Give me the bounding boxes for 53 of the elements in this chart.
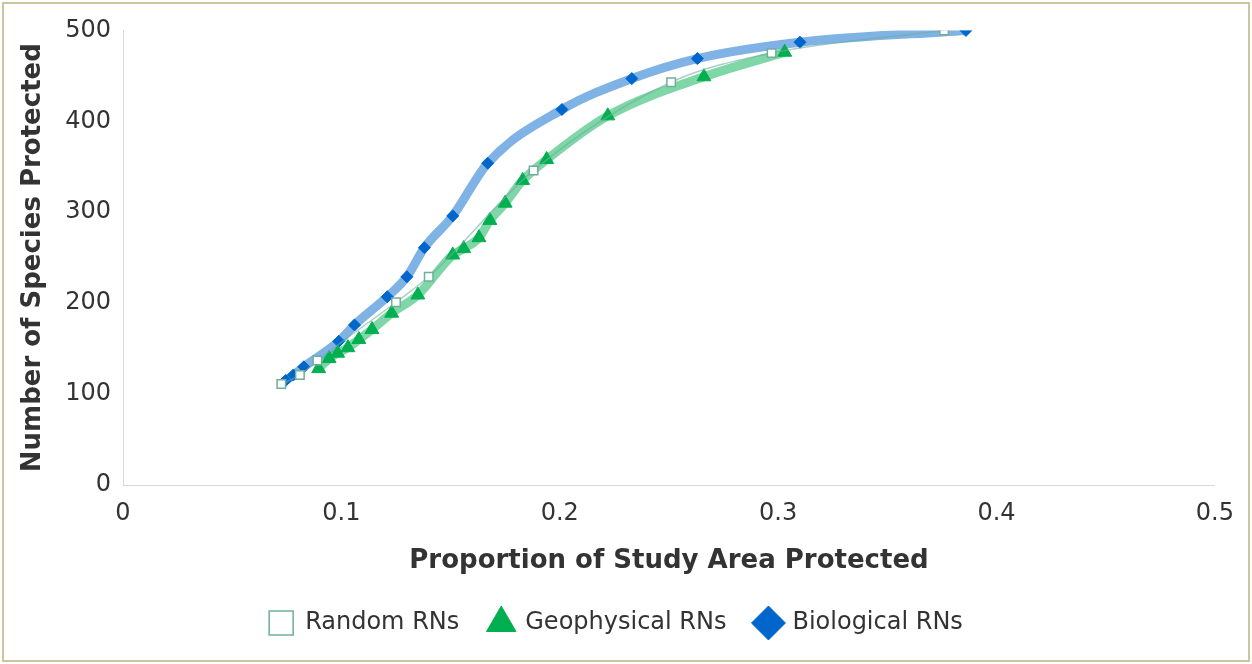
- point: [690, 52, 704, 66]
- point: [481, 156, 495, 170]
- x-tick-label: 0.2: [540, 497, 579, 526]
- point: [766, 48, 777, 59]
- point: [390, 297, 401, 308]
- legend-label: Biological RNs: [792, 607, 963, 636]
- y-tick-label: 400: [65, 105, 112, 134]
- point: [340, 339, 356, 353]
- point: [456, 240, 472, 254]
- point: [471, 229, 487, 243]
- point: [625, 72, 639, 86]
- point: [696, 68, 712, 82]
- legend-label: Random RNs: [305, 607, 460, 636]
- y-axis-title: Number of Species Protected: [16, 43, 47, 473]
- point: [417, 241, 431, 255]
- x-tick-label: 0.1: [322, 497, 361, 526]
- point: [793, 35, 807, 49]
- x-tick-label: 0.5: [1195, 497, 1234, 526]
- x-tick-label: 0: [115, 497, 131, 526]
- point: [330, 344, 346, 358]
- point: [332, 334, 346, 348]
- y-tick-label: 200: [65, 287, 112, 316]
- point: [515, 171, 531, 185]
- y-tick-label: 100: [65, 378, 112, 407]
- point: [384, 304, 400, 318]
- point: [482, 211, 498, 225]
- point: [555, 103, 569, 116]
- point: [445, 246, 461, 260]
- point: [351, 331, 367, 345]
- point: [312, 355, 323, 366]
- point: [600, 107, 616, 121]
- point: [321, 350, 337, 364]
- legend-label: Geophysical RNs: [525, 607, 727, 636]
- point: [539, 151, 555, 165]
- point: [666, 77, 677, 88]
- y-tick-label: 300: [65, 196, 112, 225]
- point: [423, 271, 434, 282]
- point: [410, 286, 426, 300]
- point: [400, 270, 414, 284]
- point: [497, 194, 513, 208]
- point: [777, 43, 793, 57]
- point: [276, 379, 287, 390]
- point: [294, 369, 305, 380]
- y-tick-label: 500: [65, 14, 112, 43]
- point: [364, 321, 380, 335]
- point: [347, 318, 361, 332]
- point: [380, 290, 394, 304]
- y-tick-label: 0: [95, 469, 112, 498]
- point: [446, 209, 460, 223]
- x-axis-title: Proportion of Study Area Protected: [409, 544, 929, 575]
- x-tick-label: 0.4: [977, 497, 1016, 526]
- point: [528, 165, 539, 176]
- x-tick-label: 0.3: [759, 497, 798, 526]
